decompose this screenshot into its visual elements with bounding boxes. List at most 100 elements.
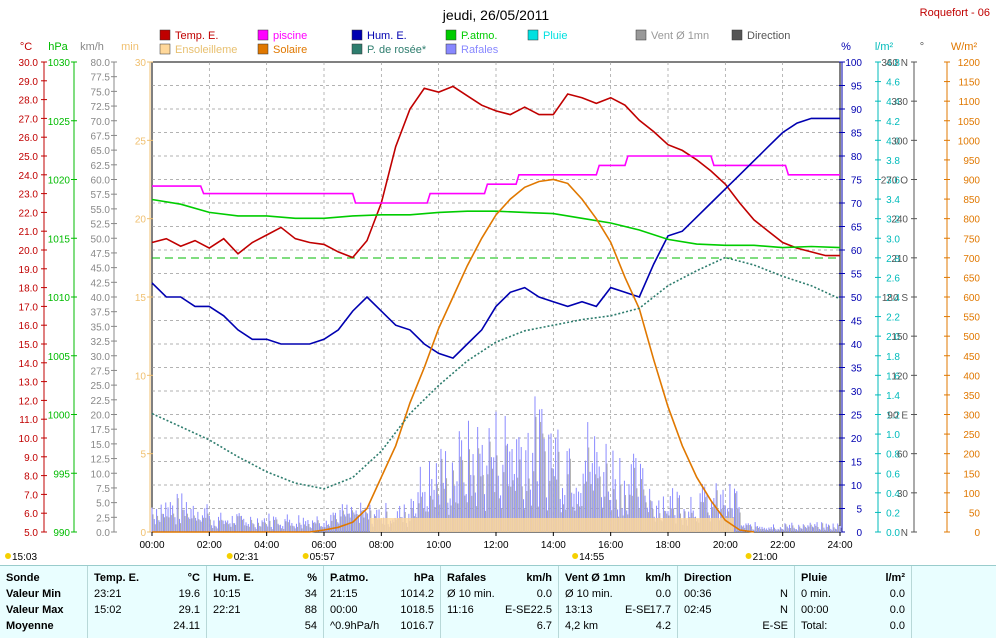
stats-col-wind: Vent Ø 1mn km/h Ø 10 min. 0.0 13:13 E-SE 17.… bbox=[559, 566, 678, 638]
humidity-axis-tick-label: 30 bbox=[851, 387, 863, 398]
wind-axis-tick-label: 25.0 bbox=[91, 381, 111, 392]
axis-unit-label: W/m² bbox=[951, 41, 978, 53]
axis-unit-label: min bbox=[121, 41, 139, 53]
stats-value: 24.11 bbox=[173, 620, 200, 632]
rain-axis-tick-label: 4.8 bbox=[886, 58, 900, 69]
temp-axis-tick-label: 19.0 bbox=[19, 265, 39, 276]
humidity-axis-tick-label: 60 bbox=[851, 246, 863, 257]
x-axis-ticks: 00:00 02:00 04:00 06:00 08:00 10:00 12:00 14:00… bbox=[139, 532, 853, 551]
solar-axis-tick-label: 200 bbox=[963, 450, 980, 461]
stats-time: 15:02 bbox=[94, 604, 122, 616]
solar-axis-tick-label: 550 bbox=[963, 313, 980, 324]
humidity-axis-tick-label: 90 bbox=[851, 105, 863, 116]
temp-axis-tick-label: 30.0 bbox=[19, 58, 39, 69]
temp-axis-tick-label: 15.0 bbox=[19, 340, 39, 351]
stats-time: 21:15 bbox=[330, 588, 358, 600]
temp-axis-tick-label: 21.0 bbox=[19, 227, 39, 238]
stats-value: 4.2 bbox=[655, 620, 671, 632]
solar-axis-tick-label: 350 bbox=[963, 391, 980, 402]
humidity-axis-tick-label: 40 bbox=[851, 340, 863, 351]
stats-header: Direction bbox=[684, 572, 732, 584]
stats-header: P.atmo. bbox=[330, 572, 369, 584]
x-axis-tick-label: 20:00 bbox=[713, 540, 738, 551]
wind-axis-tick-label: 57.5 bbox=[91, 190, 111, 201]
stats-value: N bbox=[780, 604, 788, 616]
event-time-label: 21:00 bbox=[753, 552, 778, 563]
stats-dir: E-SE bbox=[505, 604, 531, 616]
wind-axis-tick-label: 50.0 bbox=[91, 234, 111, 245]
axis-unit-label: °C bbox=[20, 41, 32, 53]
temp-axis-tick-label: 29.0 bbox=[19, 77, 39, 88]
rain-axis-tick-label: 0.8 bbox=[886, 450, 900, 461]
chart-legend: Temp. E. piscine Hum. E. P.atmo. Pluie Vent Ø… bbox=[159, 29, 790, 56]
stats-row-label: Valeur Max bbox=[6, 604, 64, 616]
stats-col-sonde: Sonde Valeur Min Valeur Max Moyenne bbox=[0, 566, 88, 638]
solar-axis-tick-label: 600 bbox=[963, 293, 980, 304]
humidity-axis-tick-label: 10 bbox=[851, 481, 863, 492]
rain-axis-tick-label: 4.4 bbox=[886, 97, 900, 108]
rain-axis-tick-label: 3.0 bbox=[886, 234, 900, 245]
humidity-axis-tick-label: 65 bbox=[851, 223, 863, 234]
rain-axis-tick-label: 0.0 bbox=[886, 528, 900, 539]
temp-axis-tick-label: 13.0 bbox=[19, 378, 39, 389]
station-name: Roquefort - 06 bbox=[920, 7, 990, 19]
solar-axis-tick-label: 450 bbox=[963, 352, 980, 363]
pressure-axis-tick-label: 990 bbox=[53, 528, 70, 539]
temp-axis-tick-label: 16.0 bbox=[19, 321, 39, 332]
axes: 5.0 6.0 7.0 8.0 9.0 10.0 11.0 12.0 13.0 14.0 15.0 1… bbox=[19, 58, 981, 539]
humidity-axis-tick-label: 20 bbox=[851, 434, 863, 445]
solar-axis-tick-label: 100 bbox=[963, 489, 980, 500]
wind-axis-tick-label: 47.5 bbox=[91, 249, 111, 260]
wind-axis-tick-label: 42.5 bbox=[91, 278, 111, 289]
temp-axis-tick-label: 10.0 bbox=[19, 434, 39, 445]
axis-unit-label: l/m² bbox=[875, 41, 894, 53]
direction-axis-tick-label: 60 bbox=[897, 450, 909, 461]
rain-axis-tick-label: 1.8 bbox=[886, 352, 900, 363]
temp-axis-tick-label: 24.0 bbox=[19, 171, 39, 182]
series-line bbox=[151, 256, 841, 490]
legend-swatch bbox=[731, 29, 743, 41]
stats-time: 11:16 bbox=[447, 604, 474, 616]
axis-units: °C hPa km/h min% l/m² ° W/m² bbox=[20, 41, 978, 53]
wind-axis-tick-label: 77.5 bbox=[91, 73, 111, 84]
stats-value: 54 bbox=[304, 620, 317, 632]
sun-event-icon bbox=[226, 553, 233, 559]
stats-panel: Sonde Valeur Min Valeur Max Moyenne Temp… bbox=[0, 565, 996, 638]
rain-axis-tick-label: 2.4 bbox=[886, 293, 900, 304]
humidity-axis-tick-label: 5 bbox=[856, 505, 862, 516]
pressure-axis-tick-label: 995 bbox=[53, 469, 70, 480]
wind-axis-tick-label: 17.5 bbox=[91, 425, 111, 436]
sunshine-fill bbox=[369, 518, 734, 532]
stats-time: Ø 10 min. bbox=[565, 588, 613, 600]
sunshine-axis-tick-label: 25 bbox=[135, 136, 147, 147]
event-time-label: 14:55 bbox=[579, 552, 604, 563]
legend-label: Temp. E. bbox=[175, 30, 218, 42]
stats-col-rain: Pluie l/m² 0 min. 0.0 00:00 0.0 Total: 0.0 bbox=[795, 566, 912, 638]
stats-value: 29.1 bbox=[178, 604, 200, 616]
humidity-axis-tick-label: 35 bbox=[851, 364, 863, 375]
humidity-axis-tick-label: 100 bbox=[845, 58, 862, 69]
event-time-label: 05:57 bbox=[310, 552, 335, 563]
wind-axis-tick-label: 27.5 bbox=[91, 366, 111, 377]
x-axis-tick-label: 10:00 bbox=[426, 540, 451, 551]
weather-chart: jeudi, 26/05/2011 Roquefort - 06 Temp. E… bbox=[5, 7, 990, 563]
stats-header: Sonde bbox=[6, 572, 40, 584]
stats-value: 0.0 bbox=[536, 588, 552, 600]
stats-value: 1014.2 bbox=[400, 588, 434, 600]
sunshine-axis-tick-label: 20 bbox=[135, 215, 147, 226]
humidity-axis-tick-label: 75 bbox=[851, 176, 863, 187]
solar-axis-tick-label: 50 bbox=[969, 508, 981, 519]
stats-time: 4,2 km bbox=[565, 620, 599, 632]
sun-event-icon bbox=[5, 553, 11, 559]
sunshine-axis-tick-label: 10 bbox=[135, 371, 147, 382]
legend-label: Ensoleilleme bbox=[175, 44, 237, 56]
wind-axis-tick-label: 2.5 bbox=[96, 513, 110, 524]
stats-value: 0.0 bbox=[889, 588, 905, 600]
x-axis-tick-label: 00:00 bbox=[139, 540, 164, 551]
wind-axis-tick-label: 10.0 bbox=[91, 469, 111, 480]
stats-time: 13:13 bbox=[565, 604, 593, 616]
temp-axis-tick-label: 28.0 bbox=[19, 96, 39, 107]
legend-swatch bbox=[527, 29, 539, 41]
pressure-axis-tick-label: 1020 bbox=[48, 176, 71, 187]
legend-swatch bbox=[257, 43, 269, 55]
